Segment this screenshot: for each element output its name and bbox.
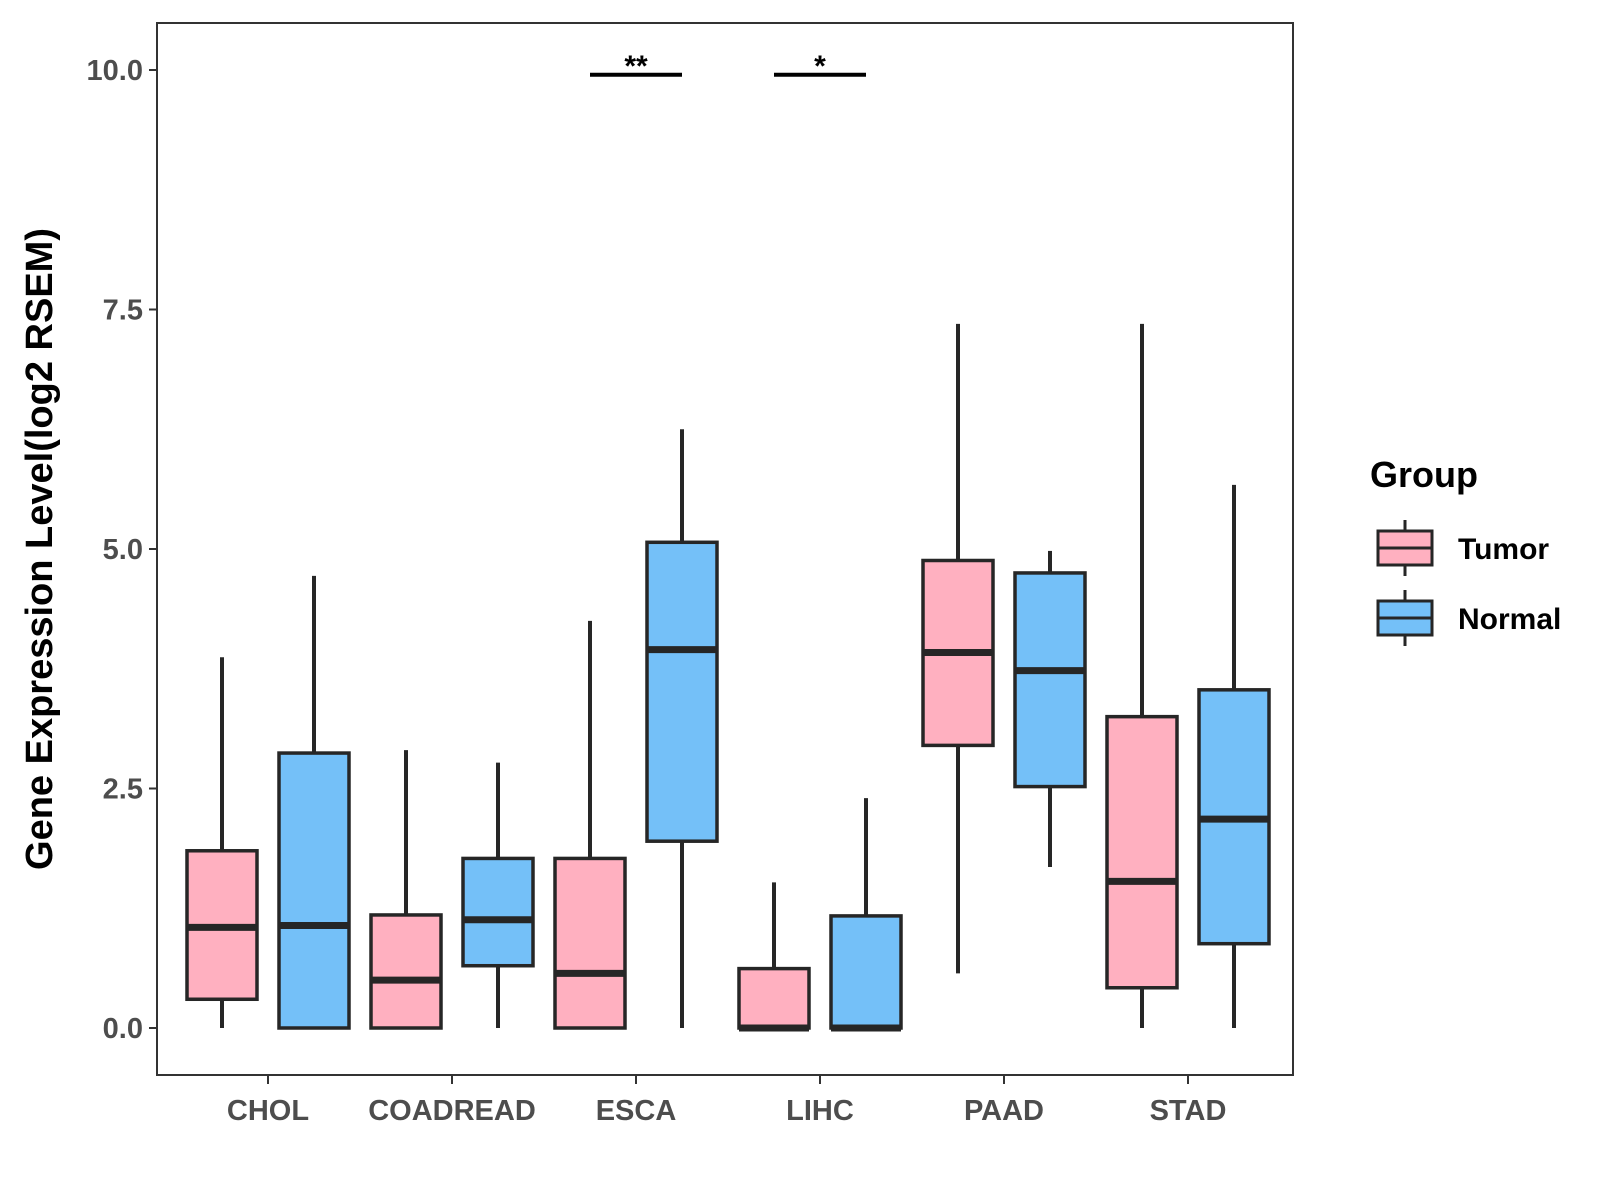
x-tick-label: COADREAD	[368, 1095, 536, 1127]
x-axis: CHOL COADREAD ESCA LIHC PAAD STAD	[227, 1075, 1226, 1127]
significance-layer: ** *	[590, 50, 866, 83]
x-tick-label: LIHC	[786, 1095, 854, 1127]
legend-label-tumor: Tumor	[1458, 533, 1549, 566]
box-iqr	[1013, 571, 1087, 789]
box-tumor-chol	[185, 657, 259, 1028]
y-tick-label: 0.0	[103, 1013, 143, 1045]
legend-label-normal: Normal	[1458, 603, 1561, 636]
box-iqr	[737, 966, 811, 1030]
box-iqr	[1105, 714, 1179, 990]
y-tick-label: 7.5	[103, 295, 143, 327]
box-tumor-esca	[553, 620, 627, 1030]
box-tumor-coadread	[369, 750, 443, 1030]
y-tick-label: 10.0	[87, 55, 143, 87]
legend-key-tumor	[1376, 520, 1434, 576]
box-normal-esca	[645, 429, 719, 1028]
box-iqr	[369, 913, 443, 1030]
box-normal-paad	[1013, 550, 1087, 868]
legend-title: Group	[1370, 454, 1478, 495]
box-iqr	[645, 540, 719, 843]
box-normal-chol	[277, 575, 351, 1030]
box-tumor-lihc	[737, 882, 811, 1032]
x-tick-label: CHOL	[227, 1095, 309, 1127]
significance-label: *	[814, 50, 826, 83]
box-iqr	[553, 856, 627, 1030]
y-axis: 0.0 2.5 5.0 7.5 10.0	[87, 55, 157, 1045]
x-tick-label: STAD	[1150, 1095, 1227, 1127]
y-tick-label: 2.5	[103, 774, 143, 806]
legend-key-normal	[1376, 590, 1434, 646]
box-iqr	[461, 856, 535, 968]
y-tick-label: 5.0	[103, 534, 143, 566]
x-tick-label: ESCA	[596, 1095, 677, 1127]
boxes-layer	[185, 323, 1271, 1032]
box-normal-lihc	[829, 798, 903, 1032]
box-iqr	[829, 914, 903, 1030]
box-normal-stad	[1197, 484, 1271, 1028]
legend: Group Tumor Normal	[1370, 454, 1561, 646]
y-axis-title: Gene Expression Level(log2 RSEM)	[19, 228, 61, 870]
box-tumor-stad	[1105, 323, 1179, 1028]
x-tick-label: PAAD	[964, 1095, 1044, 1127]
box-iqr	[277, 751, 351, 1030]
box-normal-coadread	[461, 762, 535, 1028]
box-tumor-paad	[921, 323, 995, 974]
significance-label: **	[624, 50, 648, 83]
